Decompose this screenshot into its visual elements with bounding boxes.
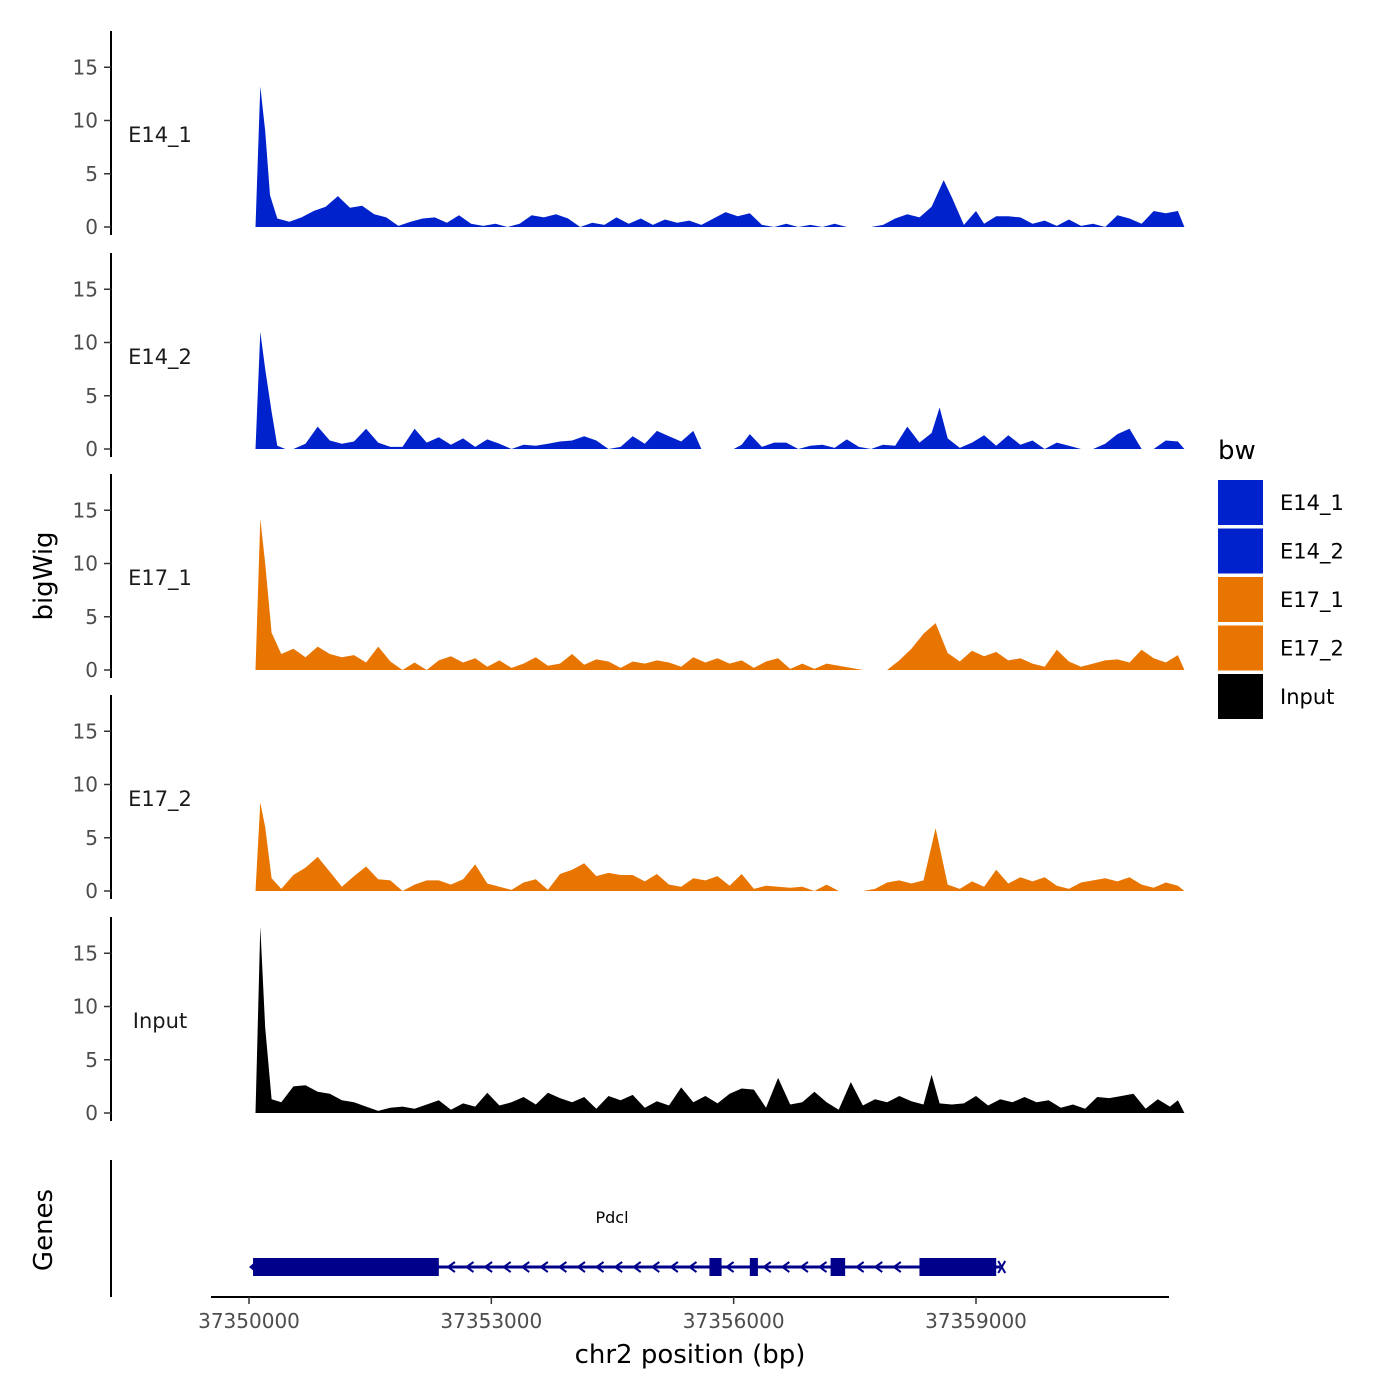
strand-arrow-icon (539, 1261, 549, 1273)
y-tick-label: 15 (73, 498, 98, 522)
gene-exon (919, 1258, 997, 1276)
legend-label: Input (1280, 685, 1334, 709)
legend-entry-e17_1: E17_1 (1218, 577, 1344, 622)
legend-entry-e14_1: E14_1 (1218, 480, 1344, 525)
legend-label: E17_2 (1280, 637, 1344, 662)
strand-arrow-icon (594, 1261, 605, 1273)
area-e14_2 (255, 331, 1185, 449)
track-e14_2: 0 5 10 15 E14_2 (73, 253, 1185, 461)
legend-entry-input: Input (1218, 674, 1334, 719)
genes-panel-title: Genes (29, 1189, 59, 1271)
gene-exon (253, 1258, 439, 1276)
legend-swatch (1218, 577, 1263, 622)
strand-arrow-icon (854, 1261, 865, 1273)
gene-panel: Pdcl Genes (29, 1160, 1169, 1298)
track-label: Input (133, 1009, 187, 1033)
area-e14_1 (255, 86, 1185, 228)
y-tick-label: 5 (85, 384, 98, 408)
y-tick-label: 5 (85, 605, 98, 629)
strand-arrow-icon (501, 1261, 512, 1273)
x-tick-label: 37350000 (198, 1309, 300, 1333)
y-tick-label: 5 (85, 1048, 98, 1072)
signal-tracks: 0 5 10 15 E14_1 0 5 10 15 E14_2 0 5 10 15 E17_1 0 5 10 15 E… (73, 31, 1185, 1125)
legend-entry-e17_2: E17_2 (1218, 625, 1344, 671)
track-e14_1: 0 5 10 15 E14_1 (73, 31, 1185, 239)
y-tick-label: 0 (85, 658, 98, 682)
area-e17_1 (255, 518, 1185, 670)
y-tick-label: 0 (85, 437, 98, 461)
strand-arrow-icon (483, 1261, 493, 1273)
y-tick-label: 10 (73, 109, 98, 133)
gene-exon (830, 1258, 846, 1276)
strand-arrow-icon (762, 1261, 772, 1273)
y-tick-label: 0 (85, 879, 98, 903)
x-axis-ticks: 37350000 37353000 37356000 37359000 (198, 1297, 1027, 1333)
y-tick-label: 10 (73, 331, 98, 355)
y-tick-label: 10 (73, 552, 98, 576)
legend-entry-e14_2: E14_2 (1218, 528, 1344, 574)
strand-arrow-icon (817, 1261, 828, 1273)
strand-arrow-icon (520, 1261, 530, 1273)
legend-label: E14_1 (1280, 491, 1344, 516)
area-input (255, 926, 1185, 1113)
y-tick-label: 5 (85, 826, 98, 850)
y-tick-label: 10 (73, 995, 98, 1019)
track-label: E14_1 (128, 123, 192, 148)
strand-arrow-icon (669, 1261, 679, 1273)
y-tick-label: 15 (73, 55, 98, 79)
strand-arrow-icon (446, 1261, 456, 1273)
track-e17_1: 0 5 10 15 E17_1 (73, 474, 1185, 682)
track-label: E17_2 (128, 787, 192, 812)
gene-start-cap-icon (249, 1261, 257, 1273)
strand-arrow-icon (799, 1261, 809, 1273)
strand-arrow-icon (613, 1261, 623, 1273)
track-label: E17_1 (128, 566, 192, 591)
strand-arrow-icon (650, 1261, 660, 1273)
y-tick-label: 15 (73, 277, 98, 301)
legend-swatch (1218, 480, 1263, 525)
legend-swatch (1218, 528, 1263, 574)
gene-name-label: Pdcl (595, 1208, 628, 1227)
legend-swatch (1218, 625, 1263, 671)
gene-end-cap-icon (997, 1260, 1007, 1274)
x-tick-label: 37356000 (683, 1309, 785, 1333)
track-input: 0 5 10 15 Input (73, 917, 1185, 1125)
y-tick-label: 0 (85, 215, 98, 239)
strand-arrow-icon (557, 1261, 567, 1273)
gene-exon (709, 1258, 722, 1276)
y-tick-label: 10 (73, 773, 98, 797)
legend-entries: E14_1 E14_2 E17_1 E17_2 Input (1218, 480, 1344, 719)
x-axis-title: chr2 position (bp) (575, 1340, 806, 1370)
y-tick-label: 15 (73, 719, 98, 743)
legend-label: E14_2 (1280, 540, 1344, 565)
y-tick-label: 5 (85, 162, 98, 186)
strand-arrow-icon (576, 1261, 586, 1273)
y-tick-label: 15 (73, 941, 98, 965)
strand-arrow-icon (892, 1261, 902, 1273)
legend: bw E14_1 E14_2 E17_1 E17_2 Input (1218, 436, 1344, 719)
track-e17_2: 0 5 10 15 E17_2 (73, 695, 1185, 903)
strand-arrow-icon (687, 1261, 698, 1273)
y-tick-label: 0 (85, 1101, 98, 1125)
gene-exon (749, 1258, 758, 1276)
x-tick-label: 37353000 (440, 1309, 542, 1333)
gene-model (249, 1258, 1007, 1276)
strand-arrow-icon (464, 1261, 475, 1273)
y-axis-title: bigWig (29, 531, 59, 620)
area-e17_2 (255, 802, 1185, 891)
strand-arrow-icon (780, 1261, 790, 1273)
x-tick-label: 37359000 (925, 1309, 1027, 1333)
legend-label: E17_1 (1280, 588, 1344, 613)
legend-swatch (1218, 674, 1263, 719)
strand-arrow-icon (724, 1261, 735, 1273)
strand-arrow-icon (632, 1261, 642, 1273)
legend-title: bw (1218, 436, 1256, 466)
strand-arrow-icon (873, 1261, 883, 1273)
track-label: E14_2 (128, 345, 192, 370)
